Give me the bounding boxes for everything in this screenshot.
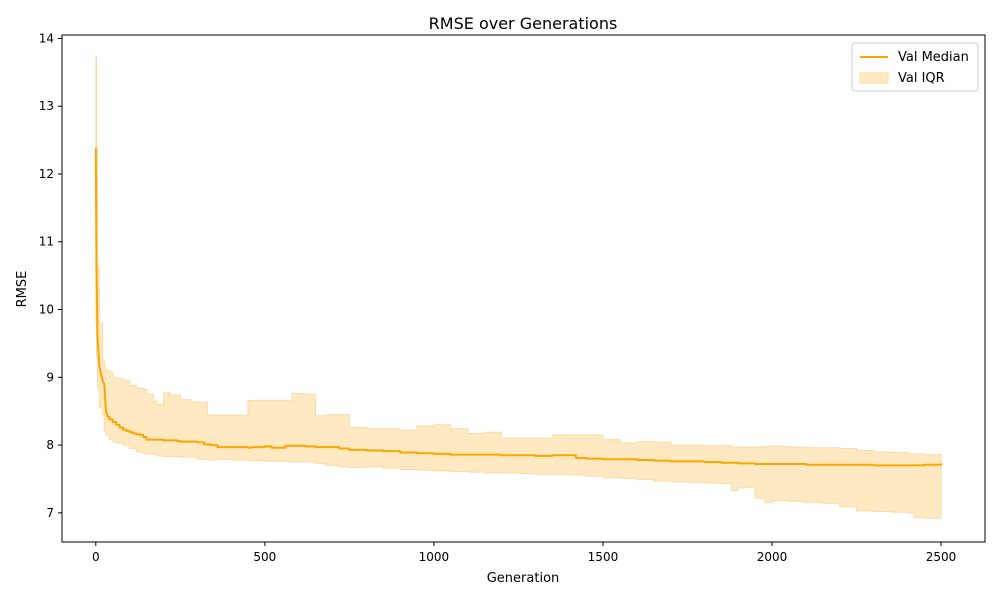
median-line-layer bbox=[94, 148, 943, 467]
y-axis-ticks: 7 8 9 10 11 12 13 14 bbox=[39, 31, 62, 520]
y-tick-label: 8 bbox=[46, 438, 54, 452]
x-tick-label: 1500 bbox=[588, 550, 619, 564]
legend-median-label: Val Median bbox=[898, 50, 969, 65]
chart-title: RMSE over Generations bbox=[429, 14, 618, 33]
y-tick-label: 14 bbox=[39, 31, 54, 45]
y-tick-label: 12 bbox=[39, 167, 54, 181]
plot-area bbox=[94, 56, 943, 519]
y-axis-label: RMSE bbox=[15, 271, 30, 308]
x-axis-ticks: 0 500 1000 1500 2000 2500 bbox=[92, 542, 956, 564]
y-tick-label: 10 bbox=[39, 303, 54, 317]
axes-frame bbox=[61, 34, 986, 543]
median-line bbox=[94, 148, 943, 467]
legend-iqr-swatch bbox=[859, 72, 889, 84]
y-tick-label: 13 bbox=[39, 99, 54, 113]
iqr-band bbox=[95, 56, 942, 519]
x-tick-label: 0 bbox=[92, 550, 100, 564]
x-tick-label: 2500 bbox=[926, 550, 957, 564]
legend: Val Median Val IQR bbox=[851, 42, 979, 92]
x-tick-label: 500 bbox=[253, 550, 276, 564]
x-tick-label: 2000 bbox=[757, 550, 788, 564]
y-tick-label: 9 bbox=[46, 370, 54, 384]
iqr-band-layer bbox=[95, 56, 942, 519]
y-tick-label: 7 bbox=[46, 506, 54, 520]
x-tick-label: 1000 bbox=[419, 550, 450, 564]
x-axis-label: Generation bbox=[487, 571, 560, 586]
y-tick-label: 11 bbox=[39, 235, 54, 249]
legend-iqr-label: Val IQR bbox=[898, 71, 945, 86]
